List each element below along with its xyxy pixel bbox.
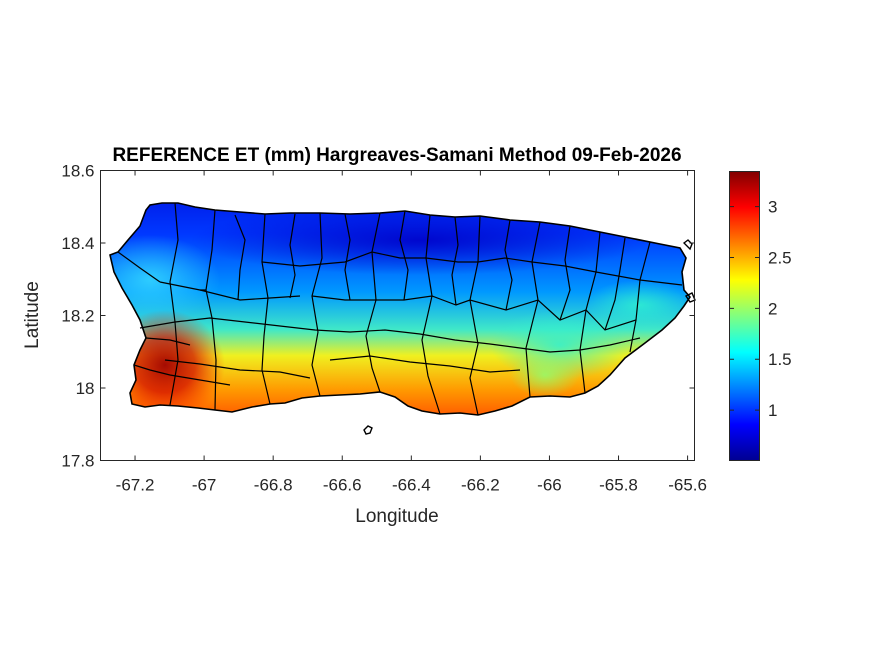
colorbar-ticks: 1 1.5 2 2.5 3 bbox=[729, 198, 792, 420]
colorbar-tick-label: 1 bbox=[768, 401, 777, 420]
y-tick-label: 18 bbox=[76, 379, 95, 398]
chart-title: REFERENCE ET (mm) Hargreaves-Samani Meth… bbox=[112, 145, 681, 166]
map-field bbox=[110, 203, 690, 415]
x-tick-label: -66.2 bbox=[461, 476, 500, 495]
x-tick-label: -66.6 bbox=[323, 476, 362, 495]
colorbar-frame bbox=[729, 171, 760, 461]
colorbar-tick-label: 3 bbox=[768, 198, 777, 217]
colorbar: 1 1.5 2 2.5 3 bbox=[729, 171, 792, 461]
x-tick-label: -66.4 bbox=[392, 476, 431, 495]
municipality-boundaries bbox=[109, 202, 692, 416]
y-tick-label: 18.4 bbox=[61, 234, 94, 253]
y-tick-label: 17.8 bbox=[61, 452, 94, 471]
colorbar-tick-label: 1.5 bbox=[768, 350, 792, 369]
x-tick-label: -65.8 bbox=[599, 476, 638, 495]
x-tick-label: -66 bbox=[537, 476, 562, 495]
y-axis-ticks: 17.8 18 18.2 18.4 18.6 bbox=[61, 162, 695, 471]
x-tick-label: -65.6 bbox=[668, 476, 707, 495]
x-tick-label: -67.2 bbox=[116, 476, 155, 495]
colorbar-tick-label: 2 bbox=[768, 299, 777, 318]
y-tick-label: 18.2 bbox=[61, 307, 94, 326]
colorbar-gradient bbox=[729, 171, 760, 461]
x-tick-label: -66.8 bbox=[254, 476, 293, 495]
x-axis-ticks: -67.2 -67 -66.8 -66.6 -66.4 -66.2 -66 -65.8 -65.… bbox=[116, 170, 707, 495]
y-axis-label: Latitude bbox=[22, 281, 43, 349]
y-tick-label: 18.6 bbox=[61, 162, 94, 181]
x-tick-label: -67 bbox=[192, 476, 217, 495]
colorbar-tick-label: 2.5 bbox=[768, 248, 792, 267]
x-axis-label: Longitude bbox=[355, 506, 438, 527]
